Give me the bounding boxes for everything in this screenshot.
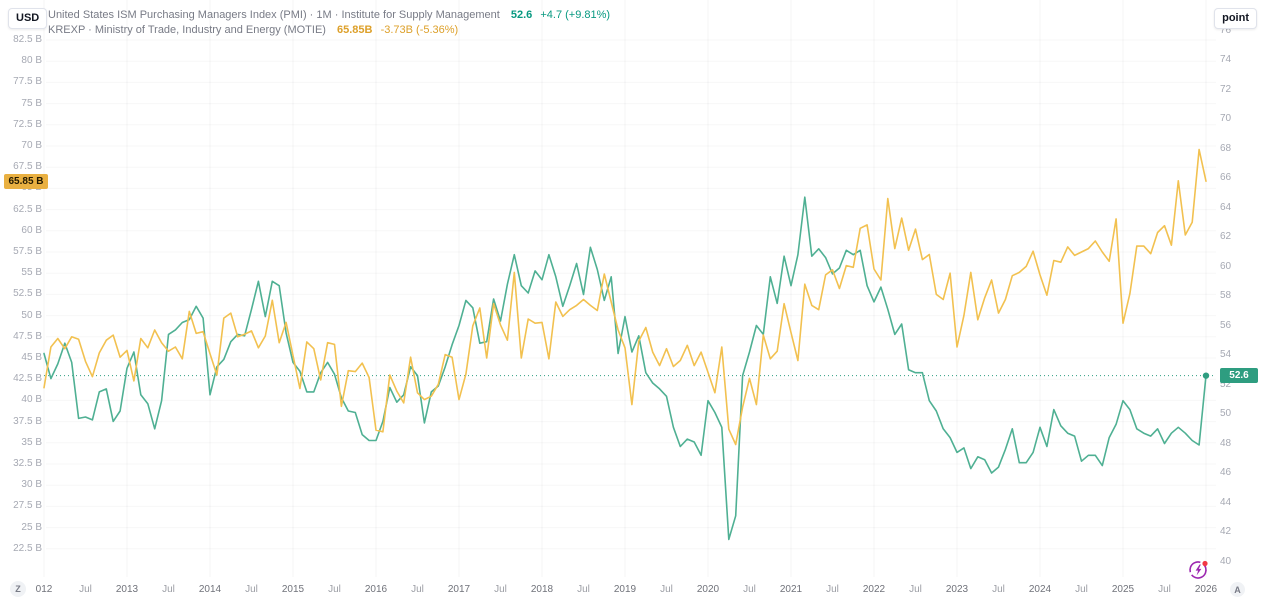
time-axis-label: Jul xyxy=(577,584,590,595)
left-axis-tick: 37.5 B xyxy=(13,415,42,427)
legend-row-krexp[interactable]: KREXP · Ministry of Trade, Industry and … xyxy=(48,23,610,38)
left-axis-tick: 30 B xyxy=(21,479,42,491)
time-axis-label: 2023 xyxy=(945,584,969,595)
legend-pmi-title: United States ISM Purchasing Managers In… xyxy=(48,9,500,21)
left-axis-tick: 60 B xyxy=(21,224,42,236)
right-axis-tick: 50 xyxy=(1220,408,1232,419)
left-axis-tick: 27.5 B xyxy=(13,500,42,512)
left-axis-unit-button[interactable]: USD xyxy=(8,8,48,29)
right-axis-tick: 42 xyxy=(1220,526,1232,537)
right-axis-tick: 46 xyxy=(1220,467,1232,478)
left-axis-tick: 50 B xyxy=(21,309,42,321)
krexp-last-price-badge: 65.85 B xyxy=(4,173,48,189)
chart-canvas[interactable] xyxy=(0,0,1262,577)
right-axis-tick: 54 xyxy=(1220,349,1232,360)
legend-krexp-change: -3.73B (-5.36%) xyxy=(380,24,459,36)
left-axis-tick: 47.5 B xyxy=(13,330,42,342)
right-axis-tick: 72 xyxy=(1220,83,1232,95)
left-axis-tick: 42.5 B xyxy=(13,373,42,385)
left-axis-tick: 57.5 B xyxy=(13,246,42,257)
time-axis-label: Jul xyxy=(79,584,92,595)
right-axis-tick: 56 xyxy=(1220,319,1232,331)
time-axis-label: Jul xyxy=(245,584,258,595)
time-axis-label: 2026 xyxy=(1194,584,1218,595)
left-axis-tick: 22.5 B xyxy=(13,542,42,554)
right-axis-tick: 44 xyxy=(1220,496,1232,508)
pmi-last-price-badge: 52.6 xyxy=(1220,368,1258,384)
left-axis-tick: 72.5 B xyxy=(13,118,42,130)
left-axis-tick: 35 B xyxy=(21,436,42,448)
left-axis-tick: 32.5 B xyxy=(13,458,42,469)
left-axis-tick: 70 B xyxy=(21,140,42,151)
right-axis-tick: 58 xyxy=(1220,290,1232,301)
legend-pmi-value: 52.6 xyxy=(510,9,533,21)
left-price-axis[interactable]: 82.5 B80 B77.5 B75 B72.5 B70 B67.5 B65 B… xyxy=(0,0,46,577)
right-axis-tick: 70 xyxy=(1220,113,1232,124)
left-axis-tick: 25 B xyxy=(21,521,42,533)
right-axis-tick: 40 xyxy=(1220,555,1232,567)
left-axis-tick: 52.5 B xyxy=(13,288,42,300)
time-axis-label: 012 xyxy=(35,584,53,595)
time-axis-label: Jul xyxy=(411,584,424,595)
left-axis-tick: 45 B xyxy=(21,352,42,363)
right-axis-tick: 62 xyxy=(1220,231,1232,242)
legend: United States ISM Purchasing Managers In… xyxy=(48,8,610,38)
notification-dot xyxy=(1202,560,1208,567)
time-axis-label: Jul xyxy=(1158,584,1171,595)
left-axis-tick: 80 B xyxy=(21,55,42,67)
auto-scale-button[interactable]: A xyxy=(1230,582,1245,597)
time-axis-label: 2024 xyxy=(1028,584,1052,595)
left-axis-tick: 40 B xyxy=(21,394,42,406)
right-axis-tick: 52 xyxy=(1220,378,1232,390)
boost-lightning-icon[interactable] xyxy=(1188,559,1210,581)
legend-krexp-title: KREXP · Ministry of Trade, Industry and … xyxy=(48,24,326,36)
time-axis[interactable]: 012 Jul 2013 Jul 2014 Jul 2015 Jul 2016 Jul 2017 Ju… xyxy=(0,577,1262,616)
left-axis-tick: 77.5 B xyxy=(13,76,42,88)
time-axis-label: 2025 xyxy=(1111,584,1135,595)
right-axis-tick: 66 xyxy=(1220,172,1232,183)
right-axis-tick: 76 xyxy=(1220,24,1232,36)
legend-row-pmi[interactable]: United States ISM Purchasing Managers In… xyxy=(48,8,610,23)
time-axis-label: 2015 xyxy=(281,584,305,595)
right-axis-tick: 60 xyxy=(1220,260,1232,272)
legend-krexp-value: 65.85B xyxy=(337,24,373,36)
time-axis-label: Jul xyxy=(162,584,175,595)
right-axis-tick: 48 xyxy=(1220,437,1232,449)
left-axis-tick: 55 B xyxy=(21,267,42,279)
right-price-axis[interactable]: 76 74 72 70 68 66 64 62 60 58 56 54 52 50 48 46 44 42 40 xyxy=(1218,0,1262,577)
left-axis-tick: 75 B xyxy=(21,97,42,109)
time-axis-label: 2019 xyxy=(613,584,637,595)
time-axis-label: 2016 xyxy=(364,584,388,595)
time-axis-label: 2022 xyxy=(862,584,886,595)
time-axis-label: 2017 xyxy=(447,584,471,595)
time-axis-label: Jul xyxy=(826,584,839,595)
left-axis-tick: 82.5 B xyxy=(13,34,42,45)
time-axis-label: 2018 xyxy=(530,584,554,595)
left-axis-tick: 67.5 B xyxy=(13,161,42,173)
right-axis-tick: 64 xyxy=(1220,201,1232,213)
time-axis-label: Jul xyxy=(1075,584,1088,595)
time-axis-label: 2013 xyxy=(115,584,139,595)
time-axis-label: Jul xyxy=(328,584,341,595)
right-axis-tick: 74 xyxy=(1220,54,1232,65)
time-axis-label: Jul xyxy=(660,584,673,595)
right-axis-unit-button[interactable]: point xyxy=(1214,8,1257,29)
time-axis-label: 2020 xyxy=(696,584,720,595)
right-axis-tick: 68 xyxy=(1220,142,1232,154)
time-axis-label: Jul xyxy=(494,584,507,595)
time-axis-label: Jul xyxy=(743,584,756,595)
left-axis-tick: 62.5 B xyxy=(13,203,42,215)
time-axis-label: 2014 xyxy=(198,584,222,595)
legend-pmi-change: +4.7 (+9.81%) xyxy=(540,9,611,21)
time-axis-label: 2021 xyxy=(779,584,803,595)
time-axis-label: Jul xyxy=(992,584,1005,595)
timezone-button[interactable]: Z xyxy=(10,581,26,597)
time-axis-label: Jul xyxy=(909,584,922,595)
